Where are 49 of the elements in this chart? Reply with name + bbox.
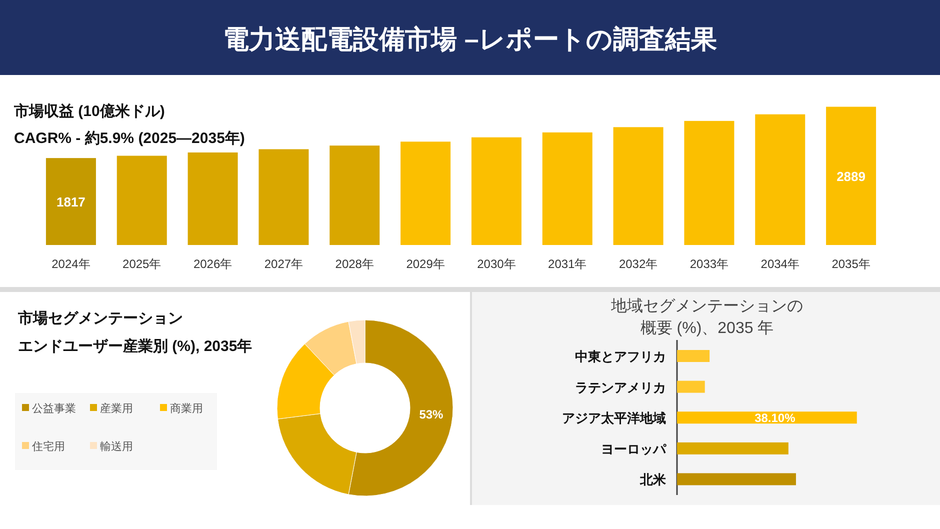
bar [677, 350, 710, 362]
bar [613, 127, 664, 245]
legend-label: 公益事業 [32, 402, 76, 415]
x-tick-label: 2034年 [760, 257, 800, 271]
bar [677, 473, 796, 486]
bar [258, 149, 309, 245]
x-tick-label: 2031年 [548, 257, 587, 271]
bar [826, 106, 876, 245]
x-tick-label: 2028年 [335, 257, 374, 271]
legend-label: 住宅用 [32, 440, 65, 453]
bar [677, 442, 788, 454]
legend-label: 輸送用 [100, 441, 133, 453]
legend-label: 商業用 [170, 402, 203, 415]
x-tick-label: 2026年 [193, 257, 232, 271]
bar [188, 152, 238, 245]
x-tick-label: 2032年 [618, 257, 658, 271]
bar [755, 114, 806, 245]
text: エンドユーザー産業別 (%), 2035年 [18, 337, 252, 355]
bar [400, 142, 451, 245]
x-tick-label: 2024年 [52, 257, 90, 271]
chart-title: 市場セグメンテーション [17, 309, 183, 327]
y-tick-label: アジア太平洋地域 [562, 410, 666, 426]
bar [116, 156, 167, 245]
x-tick-label: 2029年 [406, 257, 445, 271]
data-label: 1817 [56, 194, 86, 210]
y-axis-title: 市場収益 (10億米ドル) [13, 102, 165, 120]
bar [684, 120, 734, 245]
data-label: 2889 [836, 168, 866, 184]
bar [677, 412, 857, 424]
y-tick-label: 中東とアフリカ [575, 349, 666, 364]
x-tick-label: 2033年 [690, 257, 729, 271]
data-label: 38.10% [754, 411, 796, 426]
text: CAGR% - 約5.9% (2025―2035年) [14, 130, 245, 147]
bar [677, 380, 705, 393]
x-tick-label: 2025年 [122, 257, 162, 271]
y-tick-label: 北米 [639, 472, 667, 488]
chart-title: 地域セグメンテーションの概要 (%)、2035 年 [610, 297, 803, 337]
data-label: 53% [419, 407, 444, 422]
bar [46, 158, 96, 245]
legend-label: 産業用 [100, 402, 133, 415]
x-tick-label: 2030年 [477, 257, 516, 271]
bar [330, 146, 380, 245]
chart-title: 電力送配電設備市場 –レポートの調査結果 [223, 24, 717, 54]
bar [542, 132, 592, 245]
y-tick-label: ヨーロッパ [601, 441, 667, 456]
x-tick-label: 2035年 [832, 257, 870, 271]
bar [471, 137, 522, 245]
x-tick-label: 2027年 [264, 257, 304, 271]
y-tick-label: ラテンアメリカ [575, 380, 666, 395]
